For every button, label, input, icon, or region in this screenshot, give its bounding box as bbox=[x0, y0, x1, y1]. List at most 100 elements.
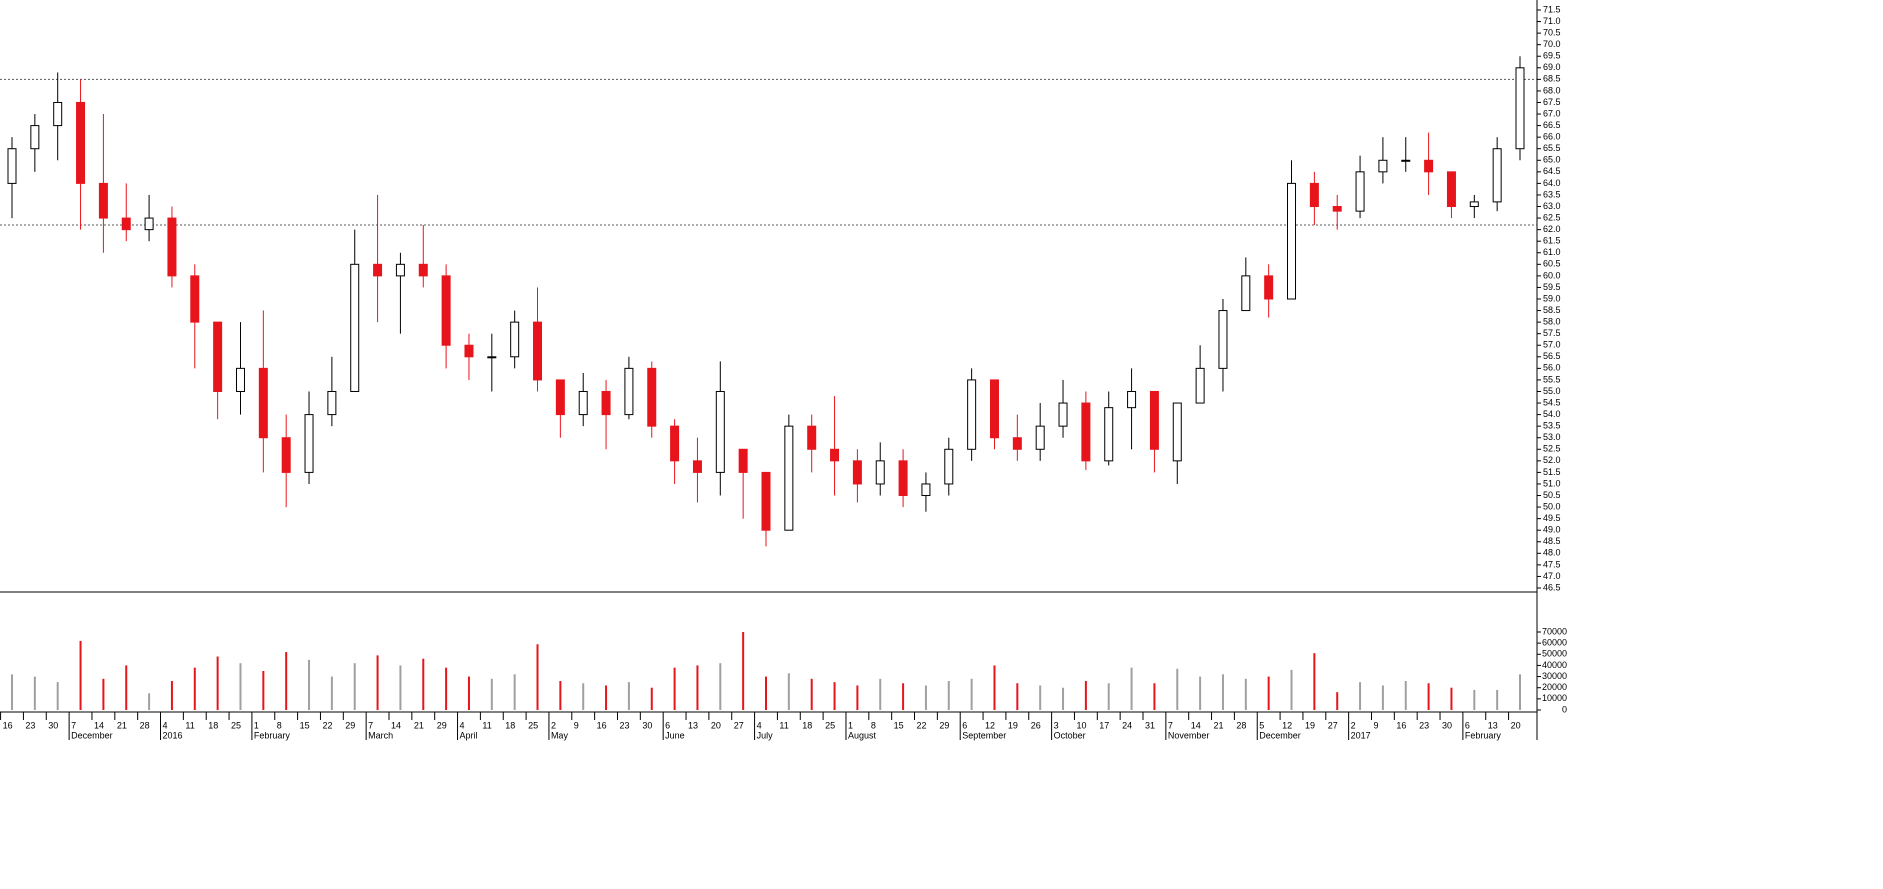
volume-bar bbox=[1313, 653, 1316, 710]
y-tick-label: 66.5 bbox=[1543, 120, 1561, 130]
y-tick-label: 57.0 bbox=[1543, 340, 1561, 350]
y-tick-label: 71.0 bbox=[1543, 16, 1561, 26]
volume-bar bbox=[993, 665, 996, 710]
x-tick-label: 12 bbox=[985, 720, 995, 730]
x-tick-label: 3 bbox=[1054, 720, 1059, 730]
volume-bar bbox=[262, 671, 265, 710]
y-tick-label: 61.5 bbox=[1543, 236, 1561, 246]
candle-body bbox=[830, 448, 840, 462]
candle-body bbox=[373, 263, 383, 277]
candle-body bbox=[281, 437, 291, 473]
volume-bar bbox=[445, 667, 448, 710]
volume-bar bbox=[673, 667, 676, 710]
volume-bar bbox=[902, 683, 905, 710]
candle-body bbox=[944, 448, 954, 485]
volume-bar bbox=[239, 663, 242, 710]
x-tick-label: 4 bbox=[460, 720, 465, 730]
candle-body bbox=[1378, 159, 1388, 173]
volume-bar bbox=[330, 676, 333, 710]
candle-body bbox=[647, 367, 657, 427]
volume-bar bbox=[422, 658, 425, 710]
volume-bar bbox=[1267, 676, 1270, 710]
x-tick-label: 28 bbox=[1236, 720, 1246, 730]
candle-body bbox=[578, 390, 588, 416]
x-tick-label: 15 bbox=[300, 720, 310, 730]
x-tick-label: 14 bbox=[94, 720, 104, 730]
y-tick-label: 68.5 bbox=[1543, 74, 1561, 84]
candle-body bbox=[761, 471, 771, 531]
volume-bar bbox=[1244, 678, 1247, 710]
y2-tick-label: 30000 bbox=[1542, 671, 1567, 681]
x-tick-label: 27 bbox=[734, 720, 744, 730]
candle-body bbox=[1309, 182, 1319, 208]
y-tick-label: 59.5 bbox=[1543, 282, 1561, 292]
candle-body bbox=[1287, 182, 1297, 300]
x-tick-label: 16 bbox=[3, 720, 13, 730]
volume-bar bbox=[1221, 674, 1224, 710]
candle-body bbox=[464, 344, 474, 358]
month-label: November bbox=[1168, 730, 1210, 740]
month-label: May bbox=[551, 730, 569, 740]
y-tick-label: 59.0 bbox=[1543, 293, 1561, 303]
x-tick-label: 22 bbox=[917, 720, 927, 730]
y-tick-label: 51.5 bbox=[1543, 467, 1561, 477]
y2-tick-label: 20000 bbox=[1542, 682, 1567, 692]
volume-bar bbox=[1519, 674, 1521, 710]
volume-bar bbox=[559, 681, 562, 710]
x-tick-label: 21 bbox=[1214, 720, 1224, 730]
volume-bar bbox=[216, 656, 219, 710]
candle-body bbox=[350, 263, 360, 392]
candle-body bbox=[190, 275, 200, 323]
y-tick-label: 56.5 bbox=[1543, 351, 1561, 361]
candle-body bbox=[852, 460, 862, 485]
candle-body bbox=[1104, 407, 1114, 462]
volume-bar bbox=[376, 655, 379, 710]
x-tick-label: 8 bbox=[871, 720, 876, 730]
y-tick-label: 58.0 bbox=[1543, 316, 1561, 326]
candle-body bbox=[30, 125, 40, 150]
y-tick-label: 48.0 bbox=[1543, 548, 1561, 558]
y-tick-label: 58.5 bbox=[1543, 305, 1561, 315]
y-tick-label: 54.5 bbox=[1543, 397, 1561, 407]
x-tick-label: 19 bbox=[1305, 720, 1315, 730]
y-tick-label: 65.0 bbox=[1543, 155, 1561, 165]
volume-bar bbox=[627, 682, 630, 710]
x-tick-label: 11 bbox=[779, 720, 788, 730]
y-tick-label: 49.5 bbox=[1543, 513, 1561, 523]
candle-body bbox=[1081, 402, 1091, 462]
candle-body bbox=[1469, 201, 1479, 208]
x-tick-label: 7 bbox=[1168, 720, 1173, 730]
y2-tick-label: 0 bbox=[1562, 704, 1567, 714]
candle-body bbox=[487, 356, 497, 359]
candle-body bbox=[692, 460, 702, 473]
volume-bar bbox=[787, 673, 790, 710]
volume-bar bbox=[582, 683, 585, 710]
y-tick-label: 55.0 bbox=[1543, 386, 1561, 396]
x-tick-label: 29 bbox=[345, 720, 355, 730]
y-tick-label: 69.0 bbox=[1543, 62, 1561, 72]
month-label: August bbox=[848, 730, 877, 740]
volume-bar bbox=[11, 674, 13, 710]
volume-bar bbox=[399, 665, 402, 710]
volume-bar bbox=[879, 678, 882, 710]
x-tick-label: 15 bbox=[894, 720, 904, 730]
y-tick-label: 70.0 bbox=[1543, 39, 1561, 49]
volume-bar bbox=[102, 678, 105, 710]
volume-bar bbox=[719, 663, 722, 710]
candle-body bbox=[7, 148, 17, 184]
x-tick-label: 19 bbox=[1008, 720, 1018, 730]
x-tick-label: 11 bbox=[482, 720, 491, 730]
y-tick-label: 55.5 bbox=[1543, 374, 1561, 384]
x-tick-label: 7 bbox=[71, 720, 76, 730]
month-label: December bbox=[71, 730, 113, 740]
candle-body bbox=[441, 275, 451, 346]
y-tick-label: 63.5 bbox=[1543, 189, 1561, 199]
volume-bar bbox=[742, 632, 745, 710]
candle-body bbox=[1401, 159, 1411, 162]
volume-bar bbox=[856, 685, 859, 710]
y-tick-label: 50.0 bbox=[1543, 501, 1561, 511]
candle-body bbox=[167, 217, 177, 277]
y-tick-label: 56.0 bbox=[1543, 363, 1561, 373]
x-tick-label: 23 bbox=[619, 720, 629, 730]
